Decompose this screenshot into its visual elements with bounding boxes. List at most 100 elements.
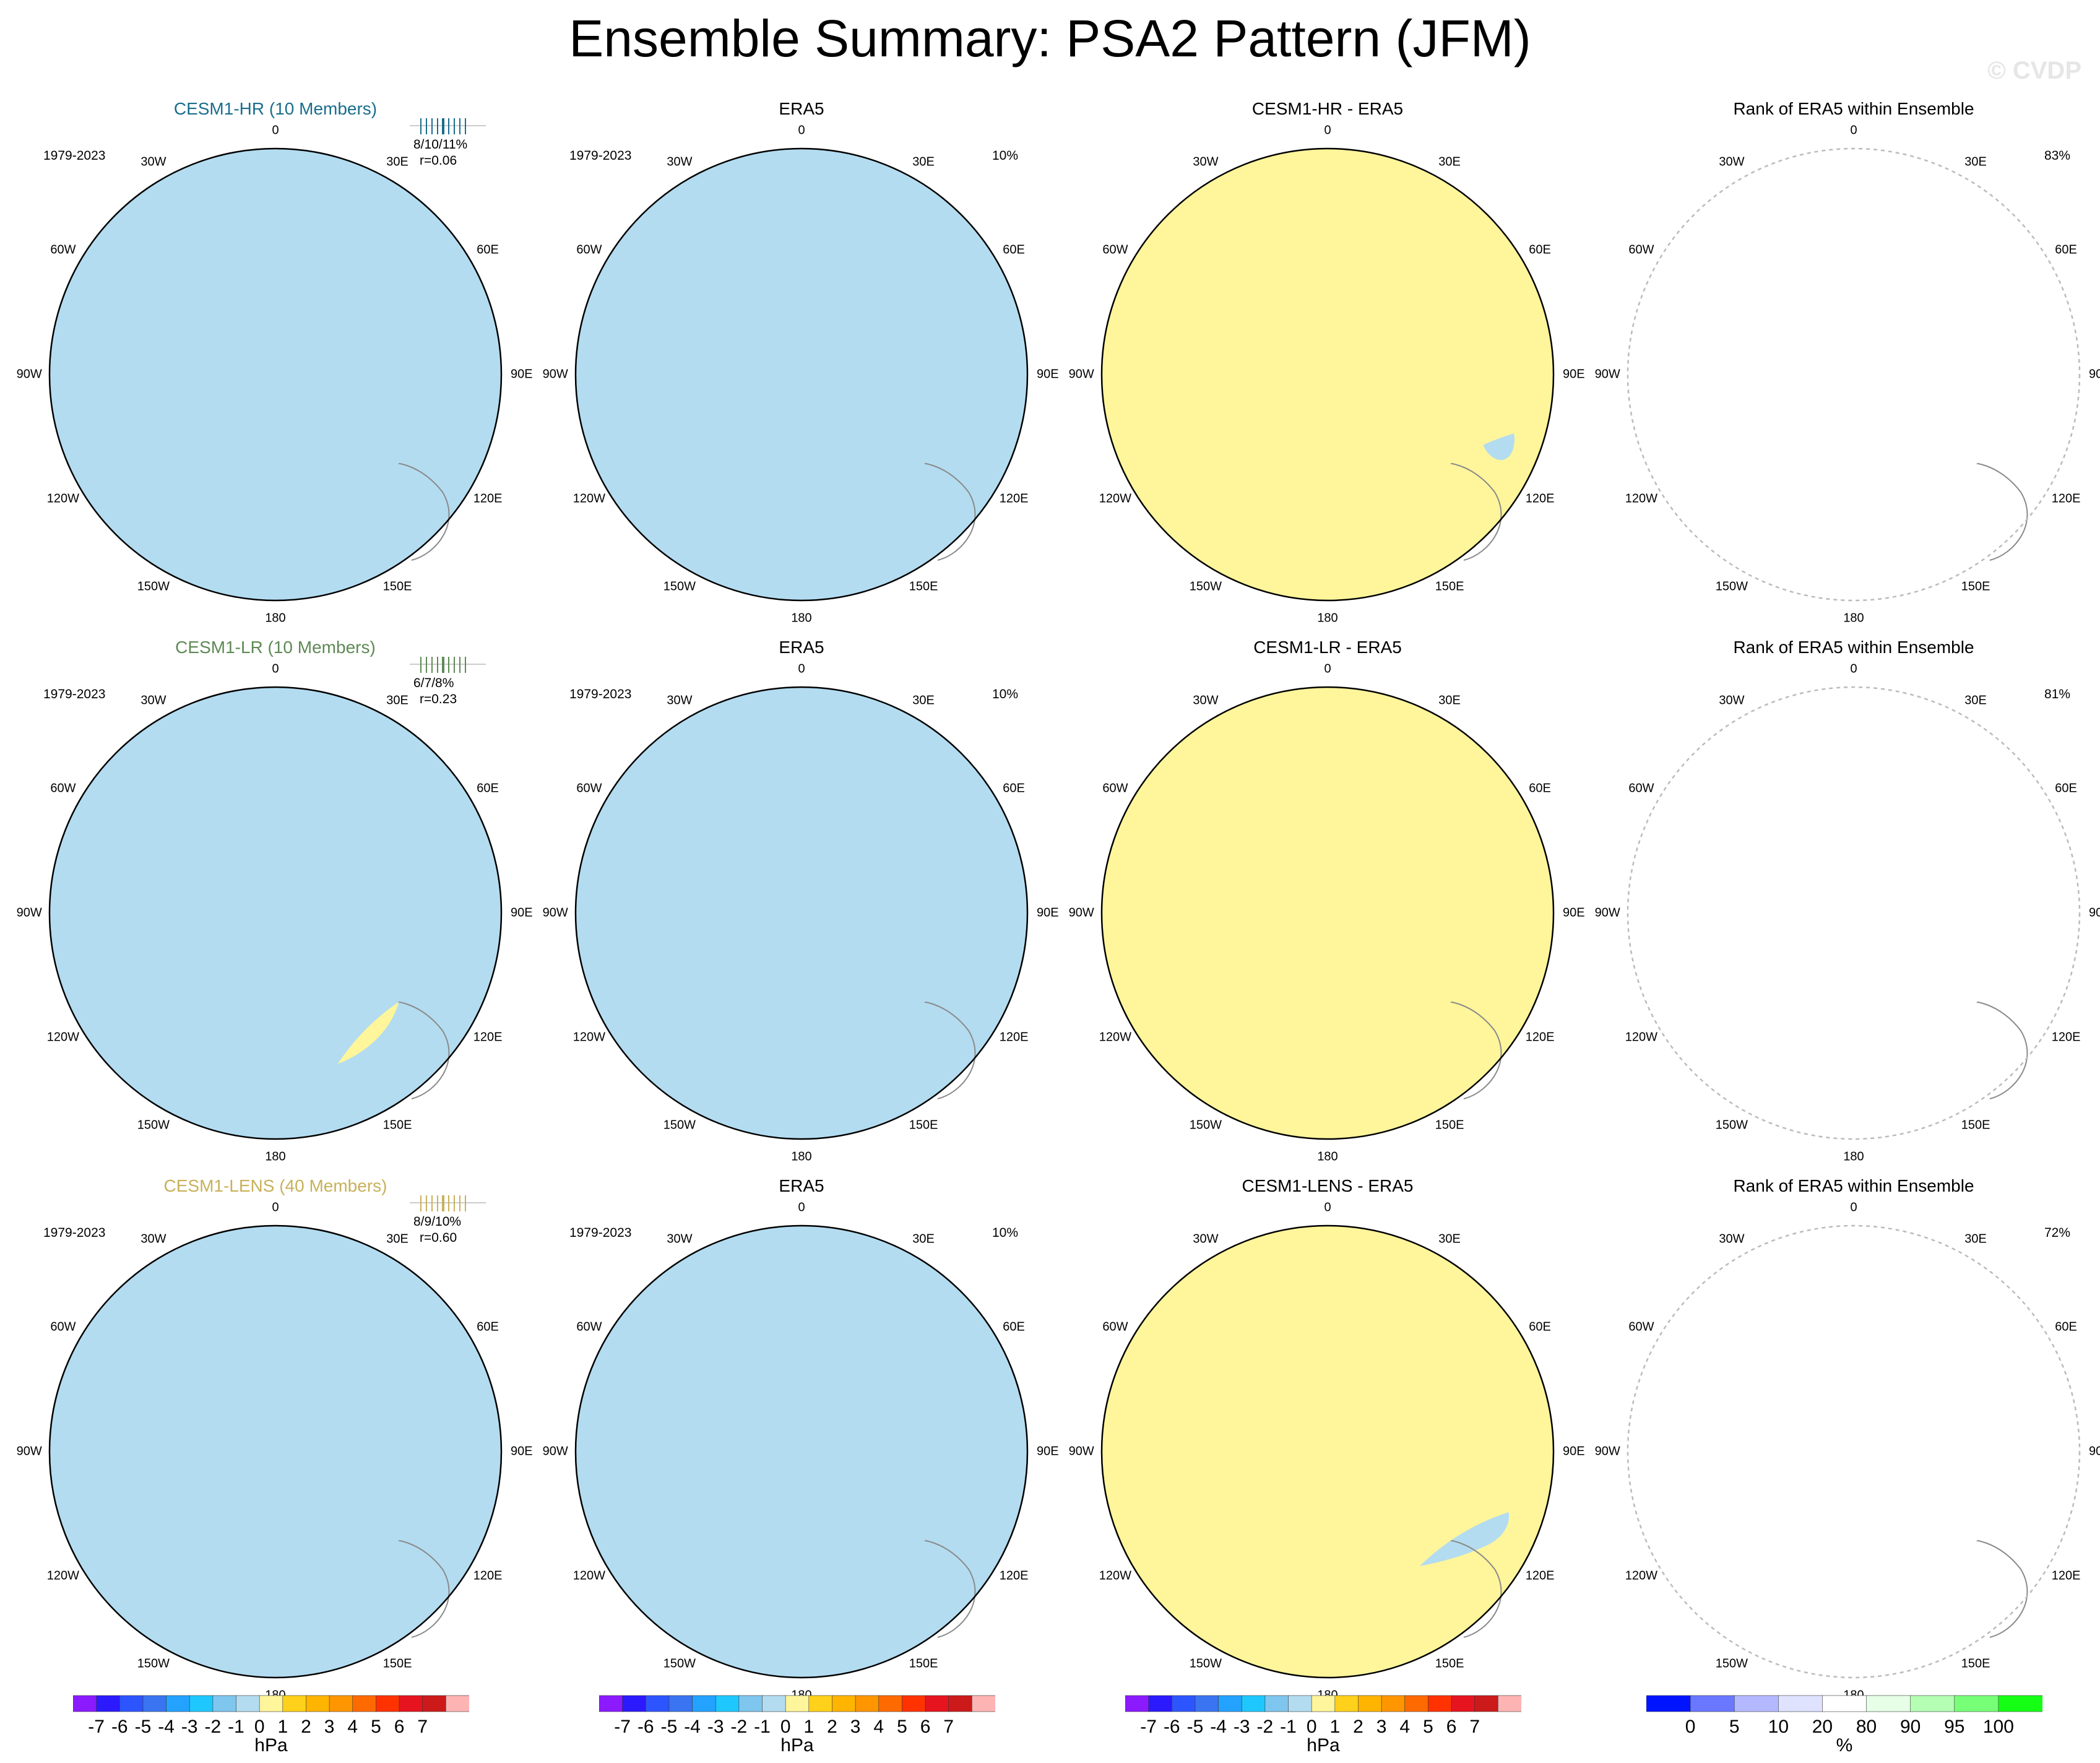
pattern-stats: 6/7/8%: [413, 676, 454, 690]
colorbar-swatch: [1690, 1695, 1735, 1712]
meridian-label-ur1: 30E: [1438, 1232, 1461, 1246]
meridian-label-ll2: 150W: [663, 1657, 696, 1671]
variance-explained: 10%: [992, 149, 1018, 163]
colorbar-tick-label: 80: [1856, 1717, 1877, 1737]
meridian-label-right: 90E: [1563, 906, 1585, 920]
pattern-correlation: r=0.06: [420, 154, 457, 168]
meridian-label-lr1: 120E: [2051, 1030, 2081, 1044]
pattern-stats: 8/9/10%: [413, 1215, 462, 1229]
colorbar-swatch: [1822, 1695, 1867, 1712]
period-label: 1979-2023: [43, 687, 106, 701]
rank-panel-title: Rank of ERA5 within Ensemble: [1733, 99, 1974, 118]
colorbar-tick-label: 1: [803, 1717, 815, 1737]
colorbar-swatch: [1866, 1695, 1911, 1712]
period-label: 1979-2023: [569, 687, 632, 701]
colorbar-tick-label: 1: [277, 1717, 288, 1737]
colorbar-swatch: [622, 1695, 647, 1712]
model-panel-row2: CESM1-LR (10 Members) 0 30E 60E 90E 120E 150E 1…: [17, 638, 533, 1170]
meridian-label-left: 90W: [1594, 906, 1620, 920]
colorbar-swatch: [189, 1695, 214, 1712]
meridian-label-left: 90W: [1068, 906, 1094, 920]
colorbar-swatch: [282, 1695, 307, 1712]
colorbar-swatch: [1778, 1695, 1823, 1712]
map-disk: [576, 687, 1027, 1139]
meridian-label-ur2: 60E: [1529, 781, 1551, 795]
colorbar-1: -7 -6 -5 -4 -3 -2 -1 0 1 2 3 4 5 6 7 hPa: [72, 1694, 470, 1762]
meridian-label-lr1: 120E: [2051, 492, 2081, 506]
period-label: 1979-2023: [43, 149, 106, 163]
meridian-label-lr2: 150E: [382, 1657, 412, 1671]
meridian-label-right: 90E: [2089, 906, 2100, 920]
colorbar-swatch: [1381, 1695, 1406, 1712]
period-label: 1979-2023: [569, 1226, 632, 1240]
member-spread-glyph: [410, 118, 486, 134]
colorbar-swatch: [236, 1695, 260, 1712]
meridian-label-right: 90E: [1037, 906, 1059, 920]
meridian-label-ll1: 120W: [1099, 1569, 1132, 1583]
map-disk: [1628, 1226, 2080, 1678]
meridian-label-top: 0: [272, 662, 279, 676]
map-disk: [50, 687, 501, 1139]
colorbar-swatch: [1288, 1695, 1312, 1712]
meridian-label-lr1: 120E: [473, 1569, 503, 1583]
meridian-label-top: 0: [1850, 662, 1857, 676]
colorbar-tick-label: 3: [850, 1717, 861, 1737]
meridian-label-left: 90W: [1068, 367, 1094, 381]
meridian-label-lr1: 120E: [1525, 1030, 1555, 1044]
colorbar-swatches: [72, 1695, 470, 1712]
colorbar-swatch: [1954, 1695, 1999, 1712]
meridian-label-ul2: 60W: [1628, 243, 1654, 257]
meridian-label-ul1: 30W: [140, 1232, 166, 1246]
rank-panel-row1: Rank of ERA5 within Ensemble 0 30E 60E 90E 12…: [1595, 99, 2100, 631]
colorbar-tick-label: 90: [1899, 1717, 1921, 1737]
meridian-label-ul2: 60W: [1628, 781, 1654, 795]
map-boundary: [1627, 686, 2081, 1140]
rank-panel-title: Rank of ERA5 within Ensemble: [1733, 1176, 1974, 1195]
meridian-label-top: 0: [272, 123, 279, 137]
colorbar-tick-label: 4: [347, 1717, 358, 1737]
meridian-label-ll2: 150W: [663, 579, 696, 594]
colorbar-swatches: [1646, 1695, 2043, 1712]
colorbar-tick-label: 7: [943, 1717, 954, 1737]
meridian-label-left: 90W: [16, 367, 42, 381]
diff-polar-map: [1100, 1224, 1555, 1679]
model-panel-title: CESM1-LENS (40 Members): [163, 1176, 387, 1195]
meridian-label-ul2: 60W: [50, 781, 76, 795]
colorbar-swatch: [855, 1695, 879, 1712]
colorbar-tick-label: -3: [181, 1717, 198, 1737]
obs-panel-row3: ERA5 0 30E 60E 90E 120E 150E 180 150W 120W 90W 60W 3…: [543, 1176, 1059, 1709]
colorbar-swatch: [692, 1695, 717, 1712]
colorbar-swatch: [1241, 1695, 1266, 1712]
model-polar-map: [48, 147, 503, 602]
meridian-label-ur1: 30E: [912, 155, 935, 169]
map-boundary: [1627, 1224, 2081, 1679]
obs-polar-map: [574, 147, 1029, 602]
colorbar-swatch: [142, 1695, 167, 1712]
meridian-label-ul2: 60W: [1628, 1320, 1654, 1334]
meridian-label-ul2: 60W: [576, 781, 602, 795]
map-boundary: [48, 1224, 503, 1679]
meridian-label-lr2: 150E: [1961, 579, 1990, 594]
meridian-label-top: 0: [798, 123, 805, 137]
colorbar-tick-label: 2: [301, 1717, 311, 1737]
map-disk: [576, 1226, 1027, 1678]
colorbar-swatch: [352, 1695, 377, 1712]
colorbar-tick-label: 6: [920, 1717, 931, 1737]
map-disk: [50, 149, 501, 600]
colorbar-tick-label: 7: [1469, 1717, 1480, 1737]
colorbar-tick-label: -1: [228, 1717, 244, 1737]
colorbar-tick-label: 0: [1306, 1717, 1317, 1737]
map-boundary: [574, 1224, 1029, 1679]
meridian-label-ll2: 150W: [1189, 1657, 1222, 1671]
meridian-label-ll2: 150W: [1715, 579, 1748, 594]
meridian-label-lr1: 120E: [999, 1569, 1029, 1583]
model-panel-title: CESM1-HR (10 Members): [173, 99, 378, 118]
meridian-label-bottom: 180: [791, 611, 812, 625]
meridian-label-top: 0: [798, 1200, 805, 1215]
obs-panel-title: ERA5: [779, 638, 824, 657]
meridian-label-right: 90E: [1563, 367, 1585, 381]
map-boundary: [1100, 147, 1555, 602]
colorbar-3: -7 -6 -5 -4 -3 -2 -1 0 1 2 3 4 5 6 7 hPa: [1125, 1694, 1522, 1762]
meridian-label-right: 90E: [2089, 1444, 2100, 1458]
colorbar-swatch: [72, 1695, 97, 1712]
